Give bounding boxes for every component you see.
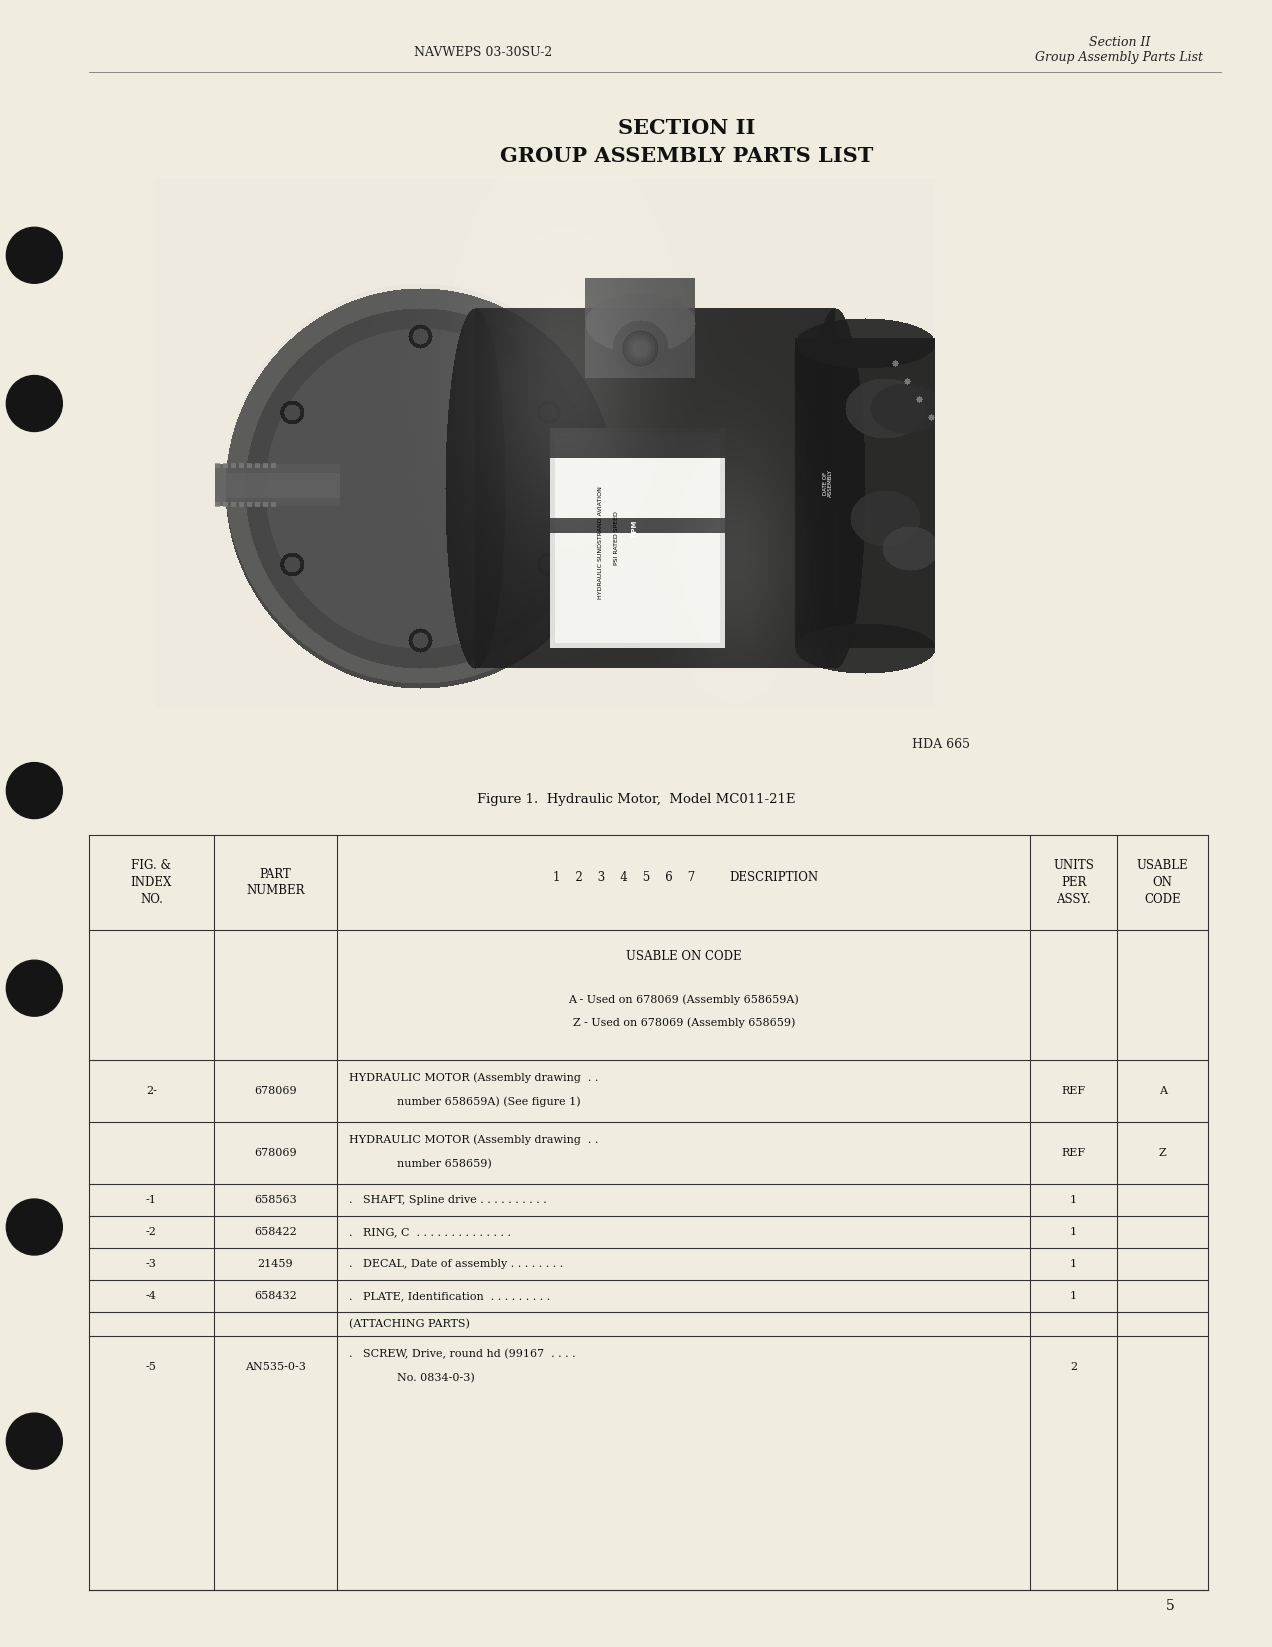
Text: -4: -4 <box>146 1291 156 1301</box>
Text: HDA 665: HDA 665 <box>912 738 971 751</box>
Text: 1: 1 <box>1070 1258 1077 1268</box>
Text: GROUP ASSEMBLY PARTS LIST: GROUP ASSEMBLY PARTS LIST <box>500 147 874 166</box>
Text: A - Used on 678069 (Assembly 658659A): A - Used on 678069 (Assembly 658659A) <box>569 995 799 1005</box>
Text: NAVWEPS 03-30SU-2: NAVWEPS 03-30SU-2 <box>415 46 552 59</box>
Circle shape <box>6 960 62 1016</box>
Circle shape <box>6 376 62 432</box>
Text: No. 0834-0-3): No. 0834-0-3) <box>397 1374 474 1383</box>
Text: PSI RATED SPEED: PSI RATED SPEED <box>614 511 619 565</box>
Text: DATE OF
ASSEMBLY: DATE OF ASSEMBLY <box>823 469 833 497</box>
Text: -3: -3 <box>146 1258 156 1268</box>
Text: FIG. &
INDEX
NO.: FIG. & INDEX NO. <box>131 860 172 906</box>
Text: 5: 5 <box>1166 1599 1174 1612</box>
Text: REF: REF <box>1062 1085 1085 1095</box>
Text: 21459: 21459 <box>257 1258 294 1268</box>
Circle shape <box>6 1413 62 1469</box>
Text: .   PLATE, Identification  . . . . . . . . .: . PLATE, Identification . . . . . . . . … <box>349 1291 551 1301</box>
Text: 1    2    3    4    5    6    7: 1 2 3 4 5 6 7 <box>552 871 695 884</box>
Text: .   DECAL, Date of assembly . . . . . . . .: . DECAL, Date of assembly . . . . . . . … <box>349 1258 563 1268</box>
Circle shape <box>6 1199 62 1255</box>
Text: (ATTACHING PARTS): (ATTACHING PARTS) <box>349 1319 469 1329</box>
Text: Z: Z <box>1159 1148 1166 1158</box>
Text: HYDRAULIC MOTOR (Assembly drawing  . .: HYDRAULIC MOTOR (Assembly drawing . . <box>349 1135 598 1145</box>
Text: HYDRAULIC MOTOR (Assembly drawing  . .: HYDRAULIC MOTOR (Assembly drawing . . <box>349 1072 598 1084</box>
Text: REF: REF <box>1062 1148 1085 1158</box>
Circle shape <box>6 763 62 819</box>
Text: A: A <box>1159 1085 1166 1095</box>
Text: 1: 1 <box>1070 1291 1077 1301</box>
Text: 658563: 658563 <box>254 1196 296 1206</box>
Text: .   SCREW, Drive, round hd (99167  . . . .: . SCREW, Drive, round hd (99167 . . . . <box>349 1349 576 1359</box>
Text: .   RING, C  . . . . . . . . . . . . . .: . RING, C . . . . . . . . . . . . . . <box>349 1227 511 1237</box>
Text: USABLE
ON
CODE: USABLE ON CODE <box>1137 860 1188 906</box>
Text: Z - Used on 678069 (Assembly 658659): Z - Used on 678069 (Assembly 658659) <box>572 1018 795 1028</box>
Text: HYDRAULIC SUNDSTRAND AVIATION: HYDRAULIC SUNDSTRAND AVIATION <box>598 486 603 600</box>
Text: 2: 2 <box>1070 1362 1077 1372</box>
Text: 658422: 658422 <box>254 1227 296 1237</box>
Text: -2: -2 <box>146 1227 156 1237</box>
Text: UNITS
PER
ASSY.: UNITS PER ASSY. <box>1053 860 1094 906</box>
Text: Group Assembly Parts List: Group Assembly Parts List <box>1035 51 1203 64</box>
Text: 678069: 678069 <box>254 1148 296 1158</box>
Text: Section II: Section II <box>1089 36 1150 48</box>
Text: 658432: 658432 <box>254 1291 296 1301</box>
Text: RPM: RPM <box>631 519 637 537</box>
Text: -5: -5 <box>146 1362 156 1372</box>
Text: 2-: 2- <box>146 1085 156 1095</box>
Text: 1: 1 <box>1070 1196 1077 1206</box>
Text: SECTION II: SECTION II <box>618 119 756 138</box>
Circle shape <box>6 227 62 283</box>
Text: USABLE ON CODE: USABLE ON CODE <box>626 950 742 963</box>
Text: DESCRIPTION: DESCRIPTION <box>729 871 818 884</box>
Text: number 658659A) (See figure 1): number 658659A) (See figure 1) <box>397 1097 581 1107</box>
Text: number 658659): number 658659) <box>397 1159 492 1169</box>
Text: -1: -1 <box>146 1196 156 1206</box>
Text: AN535-0-3: AN535-0-3 <box>245 1362 305 1372</box>
Text: 1: 1 <box>1070 1227 1077 1237</box>
Text: PART
NUMBER: PART NUMBER <box>247 868 304 898</box>
Text: Figure 1.  Hydraulic Motor,  Model MC011-21E: Figure 1. Hydraulic Motor, Model MC011-2… <box>477 794 795 807</box>
Text: .   SHAFT, Spline drive . . . . . . . . . .: . SHAFT, Spline drive . . . . . . . . . … <box>349 1196 547 1206</box>
Text: 678069: 678069 <box>254 1085 296 1095</box>
